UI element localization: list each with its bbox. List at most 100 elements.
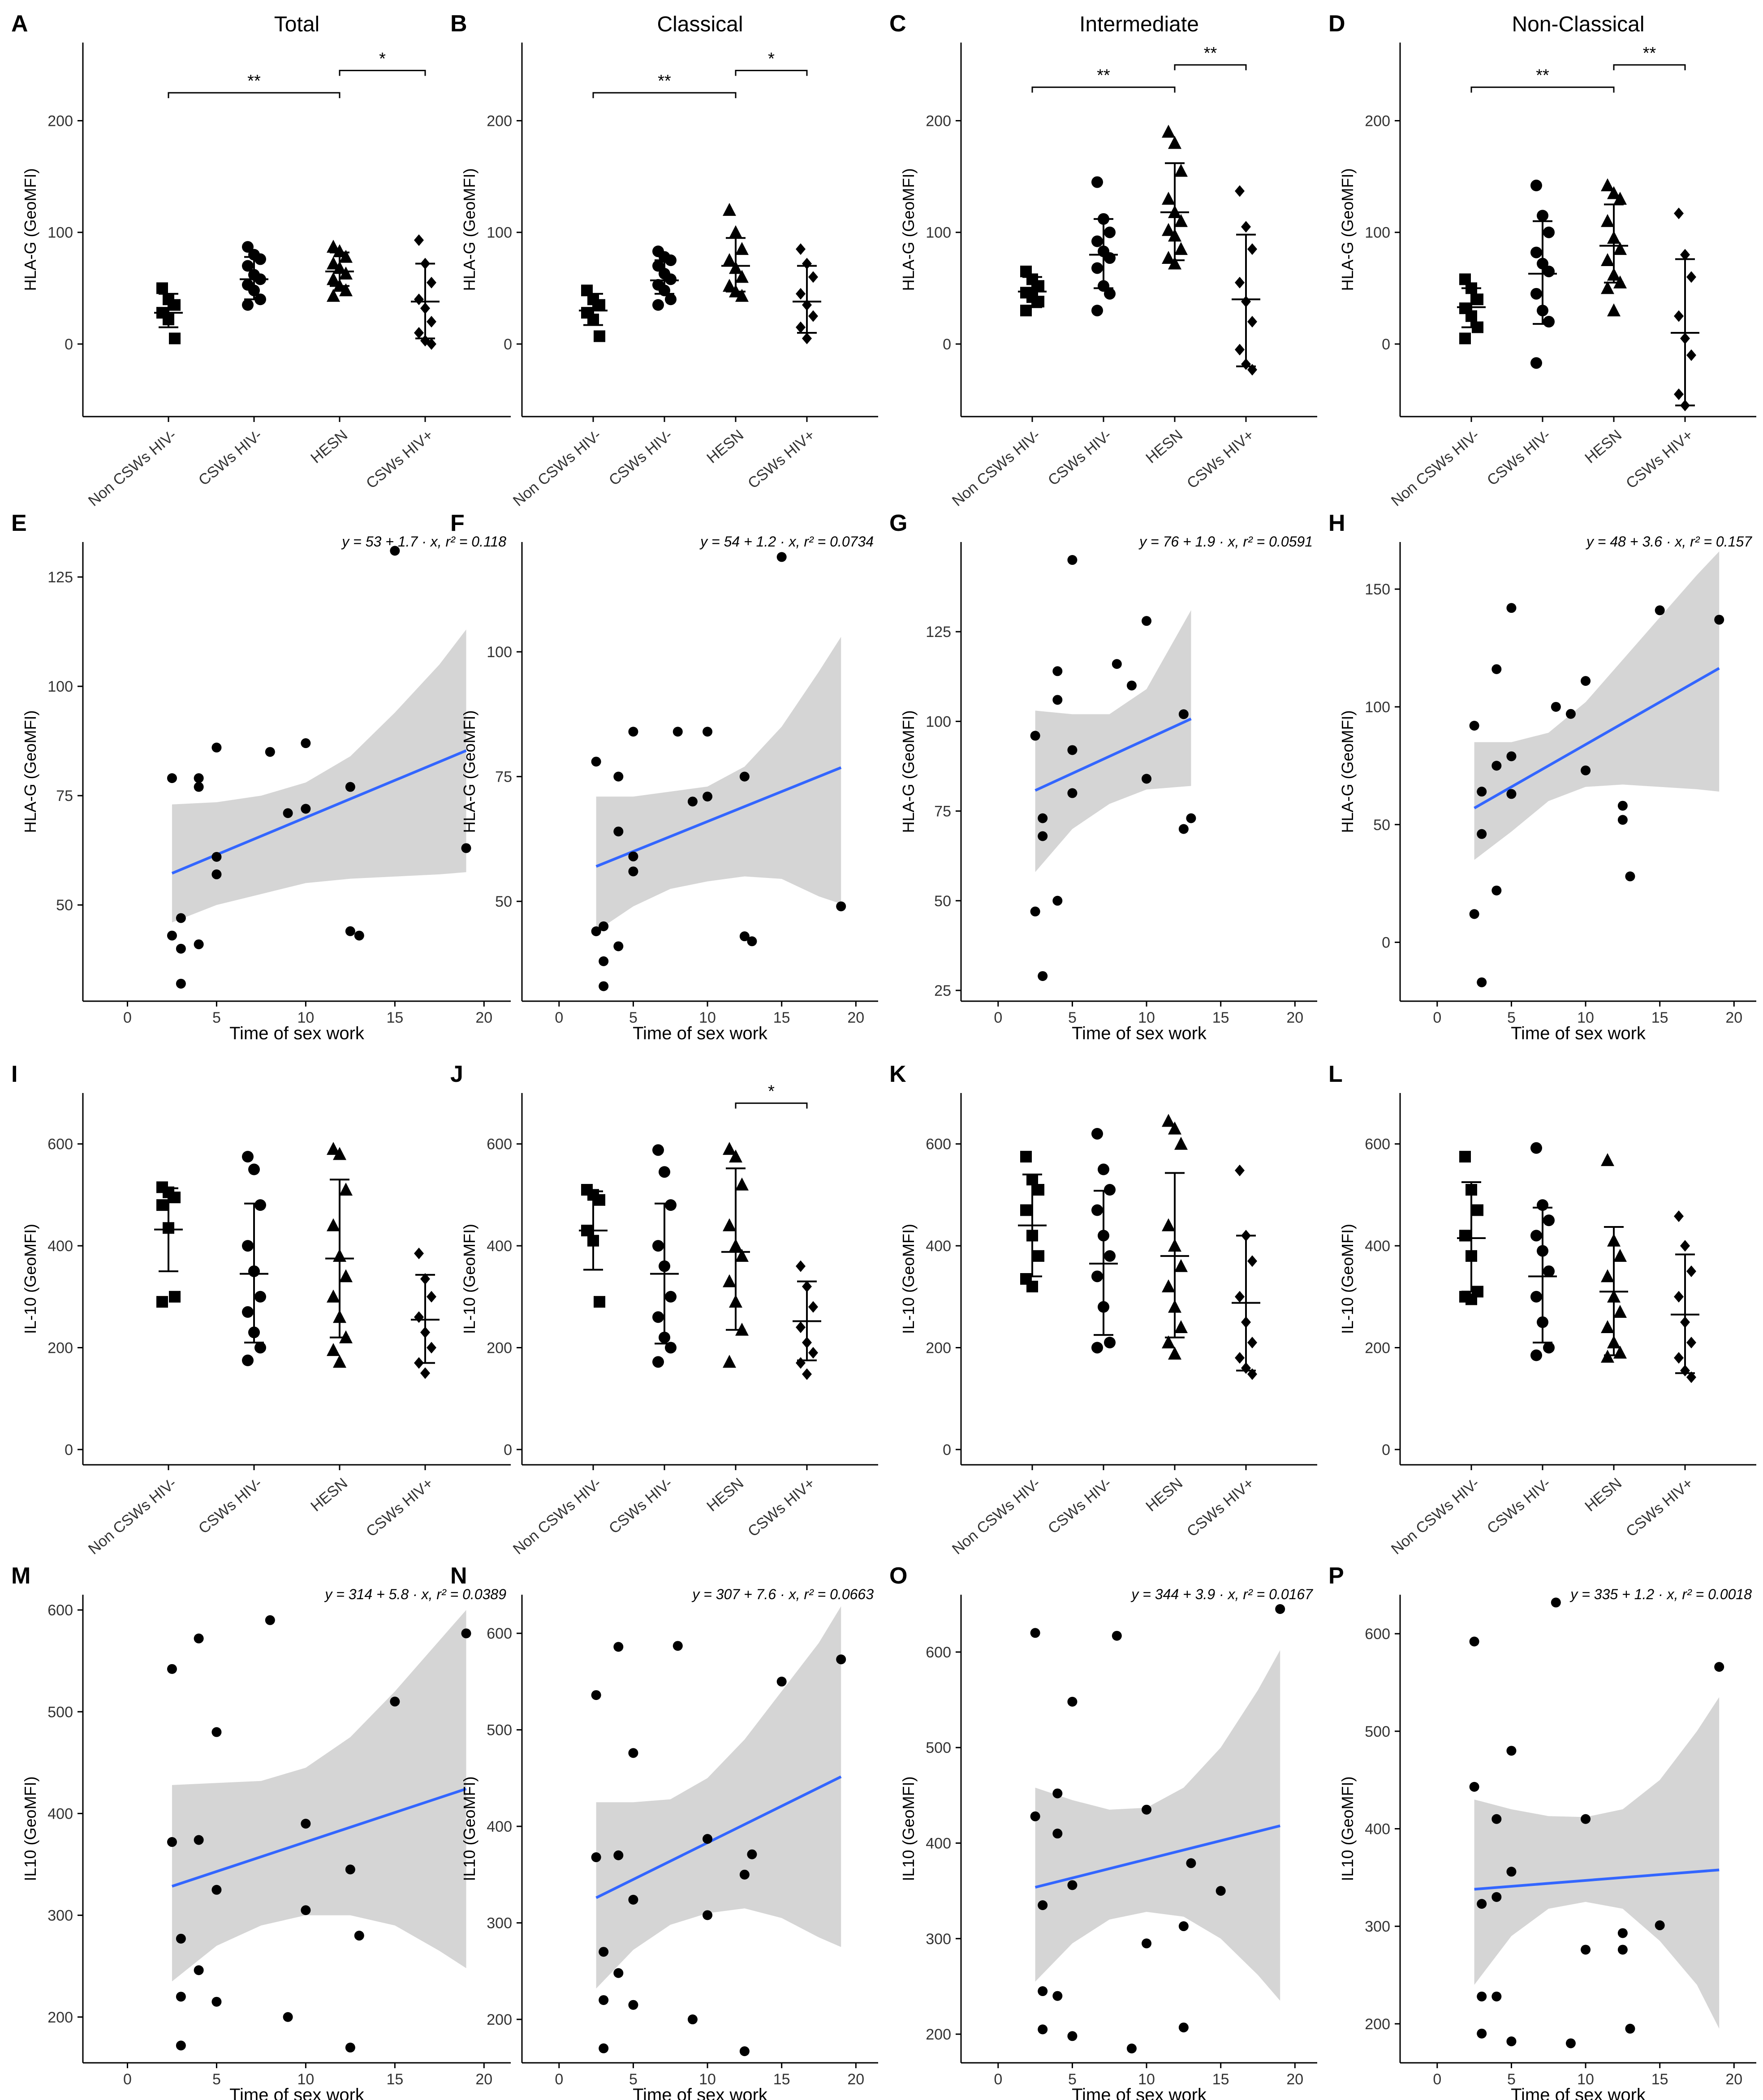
significance-label: ** xyxy=(1204,44,1217,63)
x-axis-label: Time of sex work xyxy=(1511,1024,1646,1043)
data-point xyxy=(1104,1250,1116,1262)
x-tick-label: HESN xyxy=(1142,1475,1186,1515)
data-point xyxy=(333,1248,346,1262)
data-point xyxy=(1067,1880,1078,1890)
y-tick-label: 75 xyxy=(934,803,951,820)
data-point xyxy=(591,926,601,937)
data-point xyxy=(1091,262,1103,274)
x-tick-label: CSWs HIV+ xyxy=(1184,1475,1257,1540)
y-axis-label: HLA-G (GeoMFI) xyxy=(1338,710,1357,833)
data-point xyxy=(1162,223,1175,236)
x-tick-label: CSWs HIV+ xyxy=(745,1475,818,1540)
data-point xyxy=(1247,316,1257,328)
significance-label: ** xyxy=(1097,66,1110,85)
data-point xyxy=(1601,178,1614,192)
data-point xyxy=(1162,1114,1175,1127)
data-point xyxy=(1178,1921,1189,1932)
data-point xyxy=(1178,824,1189,834)
data-point xyxy=(242,1240,254,1252)
group-csws-hiv- xyxy=(240,241,268,311)
data-point xyxy=(1613,191,1627,205)
data-point xyxy=(1033,296,1044,308)
x-tick-label: 5 xyxy=(629,1009,638,1026)
data-point xyxy=(1126,2044,1137,2054)
bracket-line xyxy=(592,92,737,99)
group-hesn xyxy=(325,240,354,302)
data-point xyxy=(1581,1945,1591,1955)
confidence-ribbon xyxy=(172,1610,466,1982)
data-point xyxy=(1091,1270,1103,1282)
data-point xyxy=(1168,256,1181,270)
data-point xyxy=(723,202,736,216)
x-tick-label: 20 xyxy=(847,2071,864,2088)
data-point xyxy=(796,288,806,300)
data-point xyxy=(808,310,818,322)
data-point xyxy=(1565,2038,1576,2048)
data-point xyxy=(802,299,812,311)
regression-equation: y = 53 + 1.7 · x, r² = 0.118 xyxy=(341,534,506,550)
data-point xyxy=(587,314,599,326)
y-tick-label: 600 xyxy=(1365,1136,1390,1153)
x-tick-label: Non CSWs HIV- xyxy=(949,1475,1043,1558)
data-point xyxy=(1091,235,1103,247)
data-point xyxy=(1126,680,1137,691)
data-point xyxy=(1680,249,1690,261)
x-tick-label: CSWs HIV- xyxy=(1045,1475,1115,1537)
data-point xyxy=(1168,1121,1181,1135)
data-point xyxy=(1472,293,1483,306)
data-point xyxy=(211,742,222,753)
data-point xyxy=(599,2043,609,2053)
data-point xyxy=(723,279,736,292)
confidence-ribbon xyxy=(1035,610,1191,872)
data-point xyxy=(176,1992,186,2002)
y-tick-label: 600 xyxy=(487,1136,512,1153)
data-point xyxy=(1655,1920,1665,1931)
data-point xyxy=(1477,1991,1487,2001)
group-hesn xyxy=(1599,1153,1628,1363)
data-point xyxy=(176,2040,186,2051)
panel-n: N 200 300 400 500 600 0 5 10 15 20 Time of sex work… xyxy=(450,1563,878,2100)
data-point xyxy=(802,1337,812,1349)
data-point xyxy=(729,1239,742,1252)
data-point xyxy=(1168,1347,1181,1360)
data-point xyxy=(1241,296,1251,308)
data-point xyxy=(1235,1164,1245,1176)
x-tick-label: CSWs HIV+ xyxy=(1184,426,1257,492)
data-point xyxy=(1543,1214,1555,1226)
confidence-ribbon xyxy=(596,637,841,932)
data-point xyxy=(1038,2024,1048,2035)
data-point xyxy=(1026,1174,1038,1186)
y-tick-label: 500 xyxy=(487,1722,512,1739)
significance-bracket: ** xyxy=(1031,66,1176,93)
regression-line xyxy=(1035,1824,1280,1889)
data-point xyxy=(1235,185,1245,197)
data-point xyxy=(1506,603,1517,613)
data-point xyxy=(1168,205,1181,218)
data-point xyxy=(254,253,266,265)
x-tick-label: 15 xyxy=(773,2071,790,2088)
data-point xyxy=(1162,1218,1175,1231)
group-csws-hiv- xyxy=(411,1248,440,1379)
panel-d: D Non-Classical 0 100 200 HLA-G (GeoMFI) Non C… xyxy=(1328,11,1756,510)
x-tick-label: 10 xyxy=(297,1009,314,1026)
data-point xyxy=(1098,1163,1109,1175)
group-hesn xyxy=(1599,178,1628,317)
data-point xyxy=(1142,1804,1152,1815)
data-point xyxy=(802,258,812,270)
data-point xyxy=(1459,332,1471,344)
y-tick-label: 300 xyxy=(1365,1918,1390,1935)
data-point xyxy=(167,930,177,941)
group-non-csws-hiv- xyxy=(154,282,183,344)
data-point xyxy=(1537,258,1548,270)
y-axis-label: HLA-G (GeoMFI) xyxy=(460,168,478,291)
data-point xyxy=(1551,701,1561,712)
x-tick-label: 20 xyxy=(1725,2071,1742,2088)
data-point xyxy=(1506,1867,1517,1877)
regression-equation: y = 54 + 1.2 · x, r² = 0.0734 xyxy=(699,534,874,550)
x-tick-label: CSWs HIV+ xyxy=(1623,426,1696,492)
data-point xyxy=(1033,280,1044,292)
data-point xyxy=(163,1222,174,1234)
data-point xyxy=(1601,1269,1614,1282)
